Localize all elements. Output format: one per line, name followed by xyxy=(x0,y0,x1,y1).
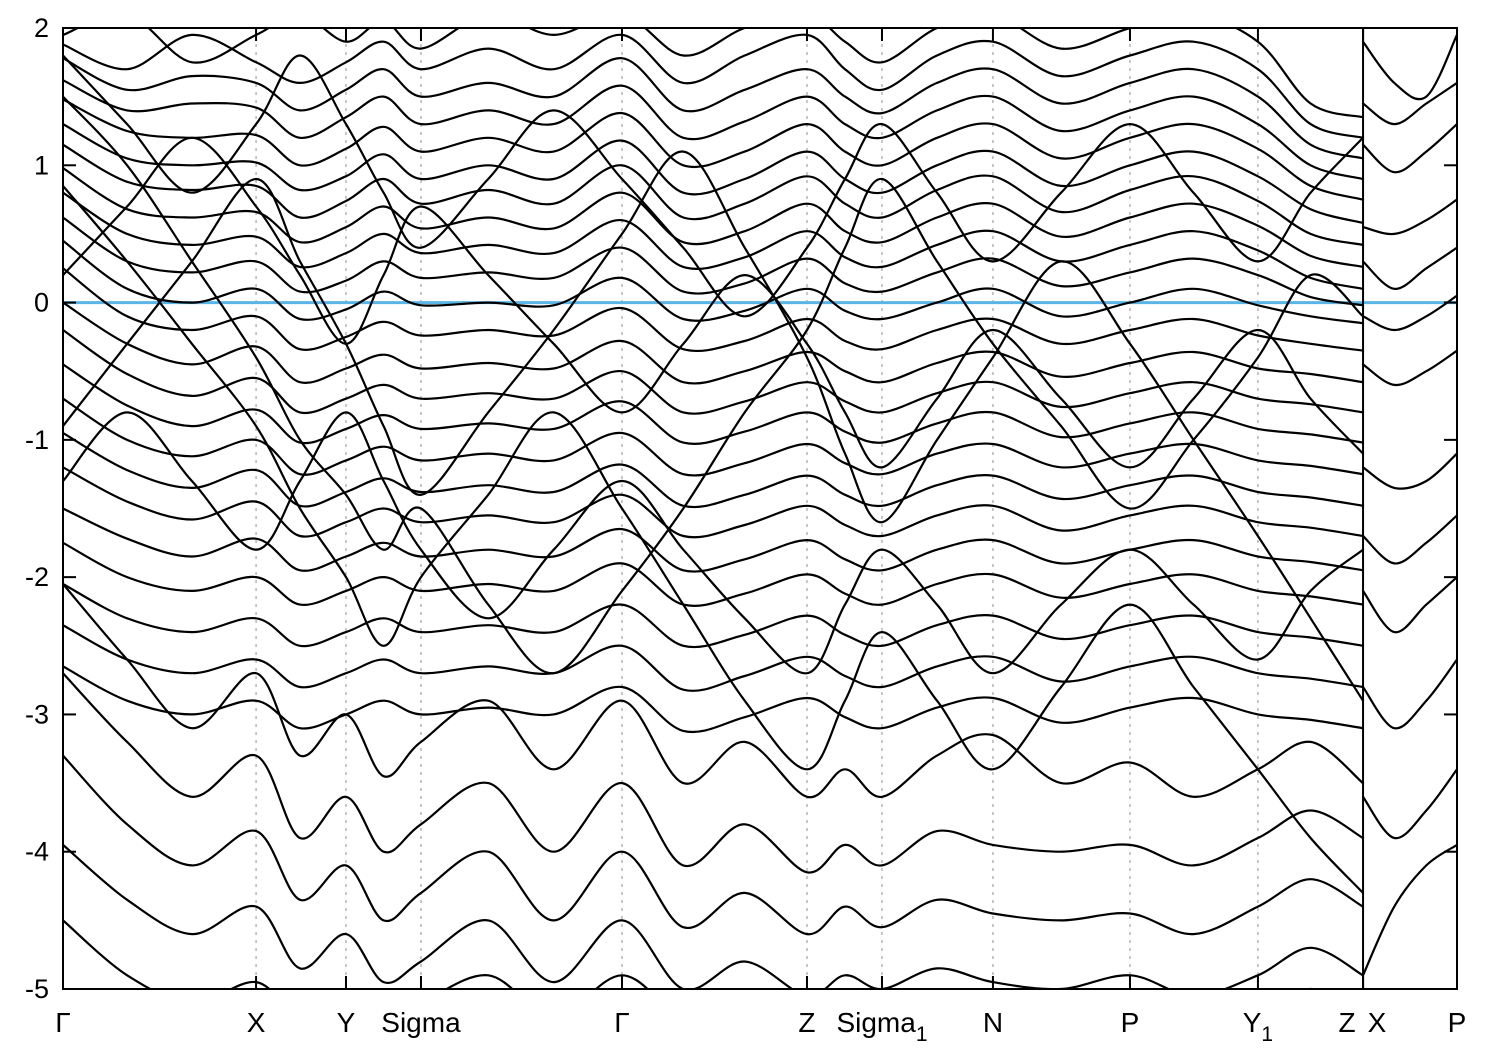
band-2 xyxy=(63,33,1365,139)
kpoint-label-X: X xyxy=(1368,1007,1387,1038)
kpoint-label-Γ: Γ xyxy=(614,1007,629,1038)
band-20 xyxy=(63,541,1365,607)
right-band-1 xyxy=(1361,33,1457,101)
kpoint-label-Z: Z xyxy=(1338,1007,1355,1038)
band-25 xyxy=(63,672,1365,874)
kpoint-label-P: P xyxy=(1121,1007,1140,1038)
right-band-9 xyxy=(1361,514,1457,565)
band-21 xyxy=(63,582,1365,649)
border-group xyxy=(62,27,1458,990)
right-band-4 xyxy=(1361,198,1457,236)
ytick-label--2: -2 xyxy=(25,562,49,592)
kpoint-label-Y: Y xyxy=(337,1007,356,1038)
band-18 xyxy=(63,466,1365,539)
band-1 xyxy=(63,28,1365,119)
band-16 xyxy=(63,397,1365,477)
band-curves xyxy=(63,28,1457,989)
band-23 xyxy=(63,665,1365,734)
band-15 xyxy=(63,363,1365,445)
band-12 xyxy=(63,267,1365,353)
right-band-8 xyxy=(1361,452,1457,490)
band-6 xyxy=(63,123,1365,224)
band-29 xyxy=(63,95,1365,675)
band-32 xyxy=(63,54,1365,318)
kpoint-label-P: P xyxy=(1448,1007,1467,1038)
kpoint-label-Γ: Γ xyxy=(55,1007,70,1038)
band-13 xyxy=(63,301,1365,385)
x-axis: Γ X Y Sigma Γ Z Sigma1 N P Y1 Z X P xyxy=(55,28,1466,1046)
kpoint-label-Sigma1: Sigma1 xyxy=(836,1007,927,1046)
ytick-label--4: -4 xyxy=(25,837,49,867)
band-4 xyxy=(63,79,1365,181)
band-27 xyxy=(63,843,1365,989)
band-22 xyxy=(63,624,1365,692)
band-34 xyxy=(63,411,1365,675)
right-band-3 xyxy=(1361,123,1457,174)
band-30 xyxy=(63,150,1365,702)
y-axis: 2 1 0 -1 -2 -3 -4 -5 xyxy=(25,13,1457,1004)
band-33 xyxy=(63,136,1365,469)
right-band-2 xyxy=(1361,81,1457,126)
kpoint-label-Z: Z xyxy=(798,1007,815,1038)
ytick-label--1: -1 xyxy=(25,425,49,455)
right-band-5 xyxy=(1361,246,1457,290)
band-24 xyxy=(63,582,1365,799)
right-band-13 xyxy=(1361,843,1457,977)
right-band-11 xyxy=(1361,658,1457,730)
right-band-7 xyxy=(1361,349,1457,387)
right-band-6 xyxy=(1361,294,1457,332)
ytick-label--5: -5 xyxy=(25,974,49,1004)
band-11 xyxy=(63,239,1365,325)
ytick-label-2: 2 xyxy=(34,13,49,43)
kpoint-label-N: N xyxy=(983,1007,1003,1038)
band-10 xyxy=(63,216,1365,307)
band-3 xyxy=(63,57,1365,160)
band-8 xyxy=(63,166,1365,268)
band-5 xyxy=(63,98,1365,201)
band-14 xyxy=(63,328,1365,415)
band-7 xyxy=(63,143,1365,246)
band-31 xyxy=(63,184,1365,894)
band-26 xyxy=(63,754,1365,936)
kpoint-label-X: X xyxy=(247,1007,266,1038)
plot-border xyxy=(62,27,1458,990)
kpoint-label-Sigma: Sigma xyxy=(381,1007,461,1038)
ytick-label-1: 1 xyxy=(34,150,49,180)
ytick-label-0: 0 xyxy=(34,288,49,318)
right-band-12 xyxy=(1361,768,1457,840)
kpoint-label-Y1: Y1 xyxy=(1243,1007,1273,1046)
right-band-10 xyxy=(1361,576,1457,634)
ytick-label--3: -3 xyxy=(25,699,49,729)
